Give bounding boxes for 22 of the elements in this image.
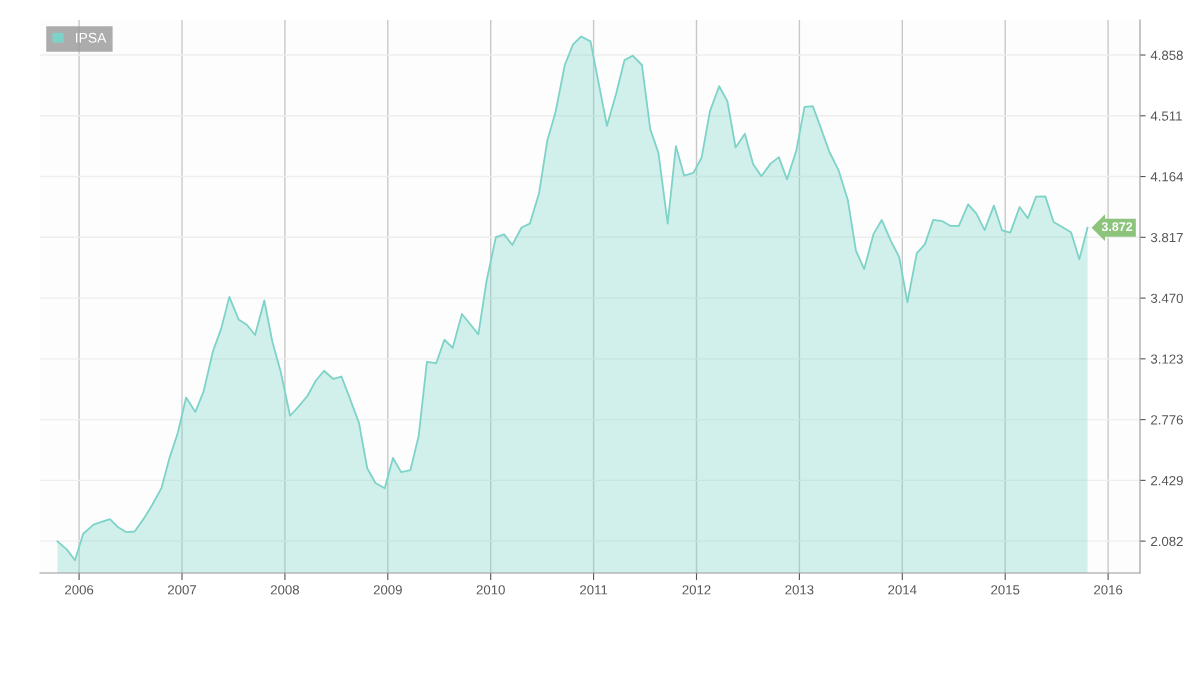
y-tick-label: 3.470 xyxy=(1150,293,1183,303)
y-tick-label: 4.164 xyxy=(1150,172,1184,182)
x-tick-label: 2015 xyxy=(991,585,1020,595)
x-tick-label: 2006 xyxy=(65,585,94,595)
legend-label: IPSA xyxy=(76,32,107,43)
x-tick-label: 2007 xyxy=(167,585,197,595)
x-tick-label: 2013 xyxy=(785,585,814,595)
y-tick-label: 4.858 xyxy=(1150,50,1183,60)
annotation: 3.872 xyxy=(1101,222,1133,232)
x-tick-label: 2008 xyxy=(270,585,300,595)
x-tick-label: 2010 xyxy=(476,585,505,595)
y-tick-label: 4.511 xyxy=(1150,111,1182,121)
y-tick-label: 2.776 xyxy=(1151,415,1183,425)
x-tick-label: 2009 xyxy=(373,585,402,595)
y-tick-label: 3.123 xyxy=(1150,354,1183,364)
y-tick-label: 2.082 xyxy=(1151,536,1183,547)
y-tick-label: 3.817 xyxy=(1150,232,1183,243)
x-tick-label: 2011 xyxy=(580,585,608,595)
x-tick-label: 2014 xyxy=(888,585,917,595)
x-tick-label: 2016 xyxy=(1094,585,1123,595)
y-tick-label: 2.429 xyxy=(1151,475,1183,486)
x-tick-label: 2012 xyxy=(682,585,711,595)
